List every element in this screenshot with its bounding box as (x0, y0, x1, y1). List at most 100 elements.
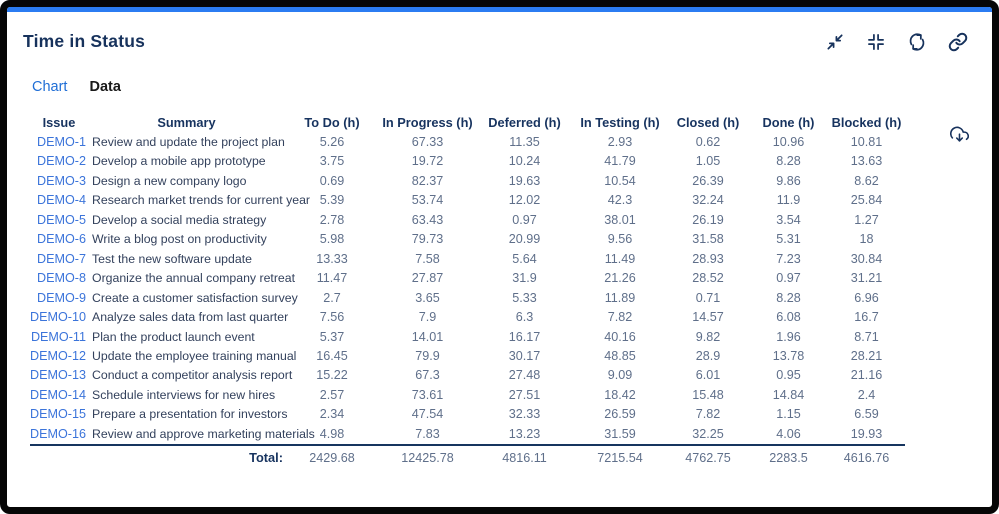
value-cell: 26.39 (692, 173, 724, 188)
value-cell: 4.06 (776, 426, 801, 441)
value-cell: 9.56 (607, 232, 633, 247)
value-cell: 19.72 (411, 154, 444, 169)
accent-bar (7, 7, 992, 12)
value-cell: 2.57 (319, 387, 345, 402)
value-cell: 9.86 (776, 173, 801, 188)
value-cell: 0.62 (695, 135, 721, 149)
table-row: DEMO-12 Update the employee training manu… (30, 347, 905, 366)
value-cell: 63.43 (411, 212, 444, 227)
value-cell: 9.82 (695, 329, 721, 344)
issue-cell: DEMO-12 (30, 347, 88, 366)
value-cell: 40.16 (604, 329, 636, 344)
value-cell: 12.02 (508, 193, 541, 208)
value-cell: 2.78 (319, 212, 345, 227)
column-header-issue: Issue (42, 115, 76, 130)
value-cell: 9.09 (607, 368, 633, 383)
value-cell: 11.89 (604, 290, 636, 305)
total-value-cell: 7215.54 (573, 444, 667, 471)
value-cell: 18 (859, 232, 874, 247)
link-icon[interactable] (948, 32, 968, 52)
summary-cell: Update the employee training manual (92, 348, 297, 363)
issue-link[interactable]: DEMO-11 (30, 329, 86, 344)
value-cell: 1.15 (776, 407, 801, 422)
table-row: DEMO-7 Test the new software update 13.33 7… (30, 250, 905, 269)
table-row: DEMO-14 Schedule interviews for new hires… (30, 386, 905, 405)
value-cell: 16.17 (508, 329, 541, 344)
summary-cell: Schedule interviews for new hires (92, 387, 276, 402)
value-cell: 18.42 (604, 387, 636, 402)
issue-link[interactable]: DEMO-14 (30, 387, 86, 402)
issue-link[interactable]: DEMO-12 (30, 348, 86, 363)
refresh-icon[interactable] (907, 32, 927, 52)
issue-link[interactable]: DEMO-5 (37, 212, 86, 227)
issue-link[interactable]: DEMO-15 (30, 407, 86, 422)
value-cell: 67.3 (415, 368, 440, 383)
value-cell: 20.99 (508, 232, 541, 247)
value-cell: 0.97 (776, 271, 801, 286)
value-cell: 1.05 (695, 154, 721, 169)
issue-cell: DEMO-16 (30, 425, 88, 445)
issue-link[interactable]: DEMO-13 (30, 368, 86, 383)
value-cell: 3.65 (415, 290, 440, 305)
tab-data[interactable]: Data (89, 79, 121, 95)
summary-cell: Develop a social media strategy (92, 212, 267, 227)
summary-cell: Analyze sales data from last quarter (92, 310, 289, 325)
gadget-header: Time in Status (23, 31, 976, 52)
issue-cell: DEMO-4 (30, 191, 88, 210)
total-value-cell: 4762.75 (667, 444, 749, 471)
value-cell: 48.85 (604, 348, 636, 363)
value-cell: 21.26 (604, 271, 636, 286)
cloud-download-icon[interactable] (950, 125, 969, 144)
value-cell: 30.17 (508, 348, 541, 363)
issue-link[interactable]: DEMO-4 (37, 193, 86, 208)
summary-cell: Prepare a presentation for investors (92, 407, 288, 422)
summary-cell: Review and update the project plan (92, 135, 285, 149)
issue-link[interactable]: DEMO-10 (30, 310, 86, 325)
issue-link[interactable]: DEMO-7 (37, 251, 86, 266)
value-cell: 31.21 (850, 271, 883, 286)
table-row: DEMO-3 Design a new company logo 0.69 82.37… (30, 172, 905, 191)
total-label: Total: (30, 444, 285, 471)
issue-cell: DEMO-14 (30, 386, 88, 405)
value-cell: 0.97 (512, 212, 537, 227)
column-header-in-progress-h: In Progress (h) (382, 115, 473, 130)
issue-link[interactable]: DEMO-2 (37, 154, 86, 169)
issue-link[interactable]: DEMO-8 (37, 271, 86, 286)
value-cell: 0.71 (695, 290, 721, 305)
value-cell: 8.28 (776, 154, 801, 169)
time-in-status-table: Issue Summary To Do (h) In Progress (h) Defe… (30, 113, 905, 471)
total-value-cell: 12425.78 (379, 444, 476, 471)
value-cell: 1.96 (776, 329, 801, 344)
issue-cell: DEMO-7 (30, 250, 88, 269)
value-cell: 67.33 (411, 135, 444, 149)
value-cell: 13.23 (508, 426, 541, 441)
tab-chart[interactable]: Chart (32, 79, 68, 95)
value-cell: 25.84 (850, 193, 883, 208)
issue-link[interactable]: DEMO-6 (37, 232, 86, 247)
value-cell: 8.71 (854, 329, 879, 344)
column-header-done-h: Done (h) (762, 115, 815, 130)
collapse-icon[interactable] (825, 32, 845, 52)
issue-link[interactable]: DEMO-1 (37, 135, 86, 149)
value-cell: 11.9 (776, 193, 801, 208)
header-row: Issue Summary To Do (h) In Progress (h) Defe… (30, 113, 905, 133)
value-cell: 14.01 (411, 329, 444, 344)
value-cell: 31.58 (692, 232, 724, 247)
value-cell: 5.98 (319, 232, 345, 247)
tab-bar: Chart Data (32, 79, 976, 95)
table-row: DEMO-8 Organize the annual company retrea… (30, 269, 905, 288)
issue-link[interactable]: DEMO-9 (37, 290, 86, 305)
value-cell: 8.28 (776, 290, 801, 305)
table-row: DEMO-15 Prepare a presentation for invest… (30, 405, 905, 424)
issue-cell: DEMO-2 (30, 152, 88, 171)
value-cell: 15.48 (692, 387, 724, 402)
value-cell: 16.7 (854, 310, 879, 325)
issue-link[interactable]: DEMO-3 (37, 173, 86, 188)
value-cell: 6.96 (854, 290, 879, 305)
value-cell: 3.75 (319, 154, 345, 169)
issue-link[interactable]: DEMO-16 (30, 426, 86, 441)
value-cell: 47.54 (411, 407, 444, 422)
gadget-content: Time in Status (7, 31, 992, 471)
compress-icon[interactable] (866, 32, 886, 52)
